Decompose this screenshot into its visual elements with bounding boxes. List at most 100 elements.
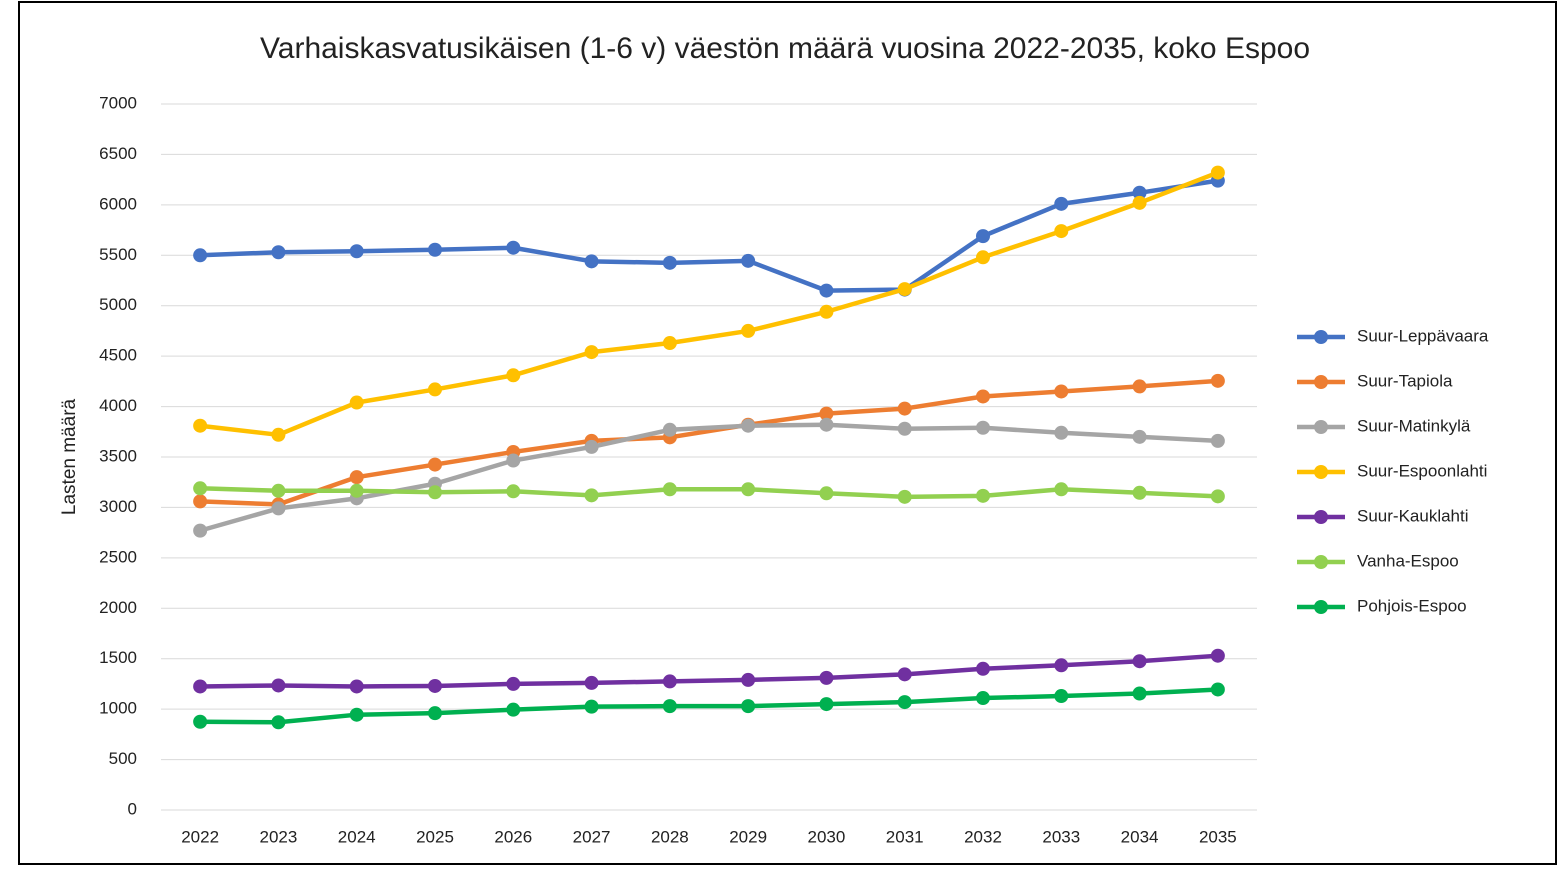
data-point <box>741 253 756 268</box>
data-point <box>819 417 834 432</box>
data-point <box>584 699 599 714</box>
legend-marker <box>1314 555 1328 569</box>
data-point <box>428 678 442 693</box>
y-tick-label: 1500 <box>99 648 137 667</box>
data-point <box>741 323 756 338</box>
data-point <box>271 678 286 693</box>
y-tick-label: 4500 <box>99 346 137 365</box>
chart-title: Varhaiskasvatusikäisen (1-6 v) väestön m… <box>260 32 1310 65</box>
data-point <box>271 245 286 260</box>
data-point <box>662 255 677 270</box>
data-point <box>1054 196 1069 211</box>
data-point <box>819 406 834 421</box>
series-line <box>199 422 1218 533</box>
y-tick-label: 5000 <box>99 295 137 314</box>
legend-label: Suur-Kauklahti <box>1357 506 1469 525</box>
data-point <box>271 427 286 442</box>
data-point <box>193 714 208 729</box>
data-point <box>349 244 364 259</box>
y-tick-label: 2500 <box>99 547 137 566</box>
x-tick-label: 2030 <box>808 827 846 846</box>
legend-marker <box>1314 465 1328 479</box>
data-point <box>976 661 990 676</box>
data-point <box>662 699 677 714</box>
data-point <box>662 482 677 497</box>
data-point <box>428 242 442 257</box>
data-point <box>976 488 990 503</box>
legend-marker <box>1314 600 1328 614</box>
x-tick-label: 2029 <box>729 827 767 846</box>
data-point <box>506 240 521 255</box>
x-tick-label: 2026 <box>494 827 532 846</box>
data-point <box>897 421 912 436</box>
data-point <box>1054 224 1069 239</box>
x-tick-label: 2025 <box>416 827 454 846</box>
x-tick-label: 2031 <box>886 827 924 846</box>
data-point <box>976 389 990 404</box>
data-point <box>1132 429 1147 444</box>
x-tick-label: 2035 <box>1199 827 1237 846</box>
legend-label: Vanha-Espoo <box>1357 551 1459 570</box>
data-point <box>1132 654 1147 669</box>
x-tick-label: 2032 <box>964 827 1002 846</box>
data-point <box>1054 384 1069 399</box>
series-line <box>200 486 1218 500</box>
data-point <box>662 336 677 351</box>
data-point <box>1210 648 1225 663</box>
data-point <box>349 707 364 722</box>
data-point <box>819 283 834 298</box>
data-point <box>897 489 912 504</box>
data-point <box>662 422 677 437</box>
y-tick-label: 6500 <box>99 144 137 163</box>
data-point <box>741 482 756 497</box>
data-point <box>1054 482 1069 497</box>
y-tick-label: 7000 <box>99 93 137 112</box>
data-point <box>193 679 208 694</box>
x-tick-label: 2024 <box>338 827 376 846</box>
data-point <box>271 715 286 730</box>
series-line <box>200 653 1219 689</box>
y-tick-label: 3000 <box>99 497 137 516</box>
data-point <box>1132 185 1147 200</box>
legend-label: Pohjois-Espoo <box>1357 596 1467 615</box>
y-tick-label: 1000 <box>99 699 137 718</box>
data-point <box>193 523 208 538</box>
legend-label: Suur-Matinkylä <box>1357 416 1471 435</box>
y-tick-label: 500 <box>109 749 137 768</box>
data-point <box>349 395 364 410</box>
data-point <box>506 368 521 383</box>
series-line <box>200 178 1219 293</box>
data-point <box>584 439 599 454</box>
data-point <box>1054 658 1069 673</box>
data-point <box>584 488 599 503</box>
data-point <box>193 481 208 496</box>
y-tick-label: 6000 <box>99 194 137 213</box>
series-line <box>199 170 1219 438</box>
data-point <box>897 667 912 682</box>
data-point <box>584 254 599 269</box>
data-point <box>1132 485 1147 500</box>
x-tick-label: 2033 <box>1042 827 1080 846</box>
data-point <box>1054 425 1069 440</box>
legend-marker <box>1314 375 1328 389</box>
data-point <box>1210 489 1225 504</box>
legend-marker <box>1314 510 1328 524</box>
data-point <box>741 418 756 433</box>
data-point <box>897 401 912 416</box>
data-point <box>349 483 364 498</box>
data-point <box>584 675 599 690</box>
data-point <box>976 229 990 244</box>
data-point <box>741 699 756 714</box>
x-tick-label: 2034 <box>1121 827 1159 846</box>
series-line <box>200 378 1219 507</box>
data-point <box>662 674 677 689</box>
data-point <box>193 418 208 433</box>
y-tick-label: 5500 <box>99 245 137 264</box>
data-point <box>819 486 834 501</box>
data-point <box>1054 689 1069 704</box>
data-point <box>584 345 599 360</box>
data-point <box>1132 195 1147 210</box>
data-point <box>819 697 834 712</box>
x-tick-label: 2023 <box>260 827 298 846</box>
